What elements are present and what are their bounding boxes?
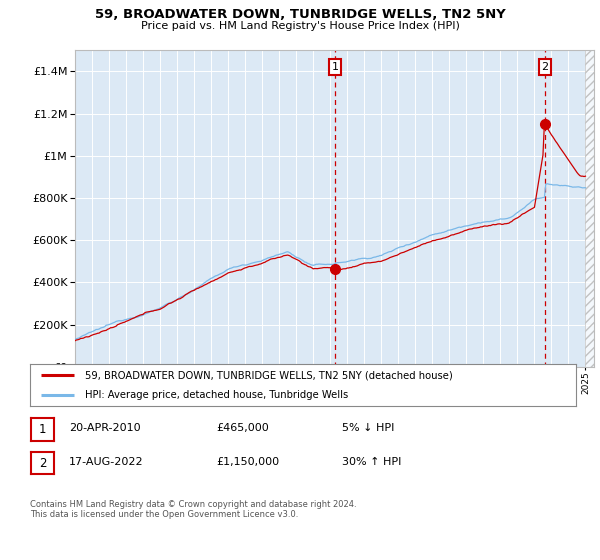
Text: Contains HM Land Registry data © Crown copyright and database right 2024.
This d: Contains HM Land Registry data © Crown c… xyxy=(30,500,356,519)
Text: £465,000: £465,000 xyxy=(216,423,269,433)
Text: 1: 1 xyxy=(39,423,46,436)
Text: 17-AUG-2022: 17-AUG-2022 xyxy=(69,457,143,467)
Text: Price paid vs. HM Land Registry's House Price Index (HPI): Price paid vs. HM Land Registry's House … xyxy=(140,21,460,31)
Text: 5% ↓ HPI: 5% ↓ HPI xyxy=(342,423,394,433)
Text: 59, BROADWATER DOWN, TUNBRIDGE WELLS, TN2 5NY: 59, BROADWATER DOWN, TUNBRIDGE WELLS, TN… xyxy=(95,8,505,21)
Text: 59, BROADWATER DOWN, TUNBRIDGE WELLS, TN2 5NY (detached house): 59, BROADWATER DOWN, TUNBRIDGE WELLS, TN… xyxy=(85,370,452,380)
Polygon shape xyxy=(586,50,594,367)
Text: 2: 2 xyxy=(541,62,548,72)
Text: 20-APR-2010: 20-APR-2010 xyxy=(69,423,140,433)
Text: 30% ↑ HPI: 30% ↑ HPI xyxy=(342,457,401,467)
Text: £1,150,000: £1,150,000 xyxy=(216,457,279,467)
Text: HPI: Average price, detached house, Tunbridge Wells: HPI: Average price, detached house, Tunb… xyxy=(85,390,348,400)
Text: 1: 1 xyxy=(332,62,338,72)
Text: 2: 2 xyxy=(39,456,46,470)
